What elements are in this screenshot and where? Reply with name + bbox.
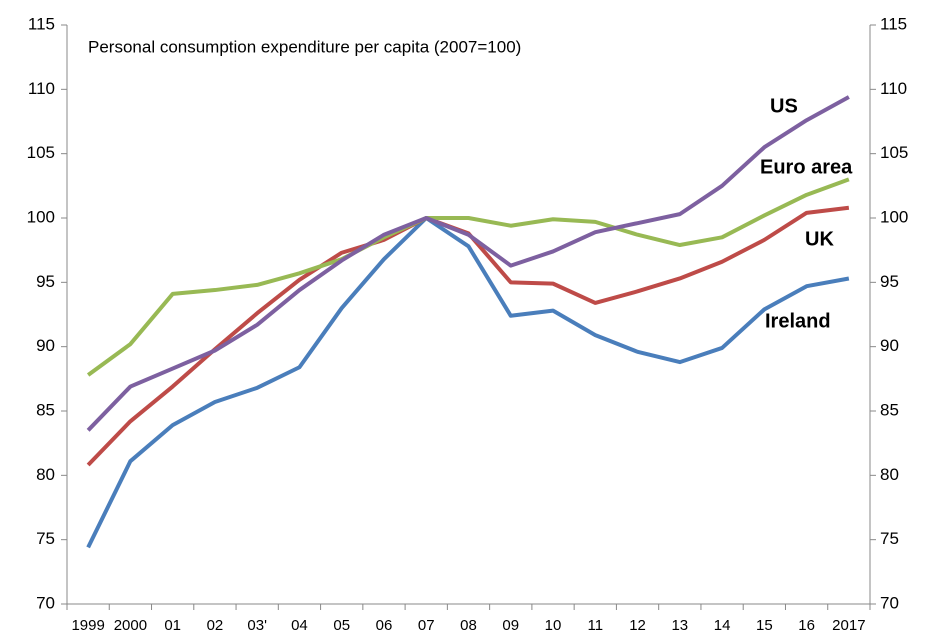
y-tick-label: 75: [36, 529, 55, 548]
x-tick-label: 2017: [832, 617, 865, 634]
x-tick-label: 08: [460, 617, 477, 634]
x-tick-label: 01: [164, 617, 181, 634]
series-label: US: [770, 95, 798, 117]
x-tick-label: 14: [714, 617, 731, 634]
y2-tick-label: 110: [880, 79, 907, 98]
chart-title: Personal consumption expenditure per cap…: [88, 37, 521, 56]
x-tick-label: 03': [247, 617, 267, 634]
y2-tick-label: 85: [880, 400, 899, 419]
y2-tick-label: 100: [880, 207, 908, 226]
x-tick-label: 16: [798, 617, 815, 634]
y2-tick-label: 115: [880, 14, 907, 33]
series-label: Ireland: [765, 310, 831, 332]
x-tick-label: 2000: [114, 617, 147, 634]
y-tick-label: 110: [28, 79, 55, 98]
x-tick-label: 09: [502, 617, 519, 634]
y-tick-label: 100: [27, 207, 55, 226]
x-tick-label: 10: [545, 617, 562, 634]
y2-tick-label: 95: [880, 272, 899, 291]
series-line: [86, 95, 850, 432]
y-tick-label: 90: [36, 336, 55, 355]
y2-tick-label: 80: [880, 465, 899, 484]
y-tick-label: 70: [36, 593, 55, 612]
y-tick-label: 85: [36, 400, 55, 419]
x-tick-label: 15: [756, 617, 773, 634]
y-tick-label: 95: [36, 272, 55, 291]
y-tick-label: 80: [36, 465, 55, 484]
series-label: Euro area: [760, 156, 853, 178]
y2-tick-label: 75: [880, 529, 899, 548]
x-tick-label: 04: [291, 617, 308, 634]
y-tick-label: 115: [28, 14, 55, 33]
series-line: [86, 177, 850, 377]
series-line: [86, 216, 850, 549]
y-tick-label: 105: [27, 143, 55, 162]
y2-tick-label: 70: [880, 593, 899, 612]
x-tick-label: 02: [207, 617, 224, 634]
y2-tick-label: 90: [880, 336, 899, 355]
x-tick-label: 12: [629, 617, 646, 634]
y2-tick-label: 105: [880, 143, 908, 162]
x-tick-label: 13: [671, 617, 688, 634]
x-tick-label: 11: [588, 617, 604, 634]
x-tick-label: 1999: [71, 617, 104, 634]
x-tick-label: 05: [333, 617, 350, 634]
x-tick-label: 06: [376, 617, 393, 634]
x-tick-label: 07: [418, 617, 435, 634]
series-label: UK: [805, 228, 834, 250]
